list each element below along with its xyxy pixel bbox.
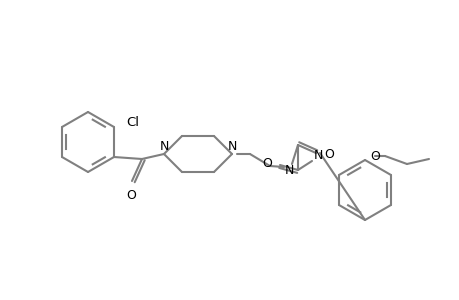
Text: N: N [284,164,293,176]
Text: O: O [126,189,135,202]
Text: O: O [323,148,333,160]
Text: O: O [369,149,379,163]
Text: N: N [313,148,322,161]
Text: N: N [159,140,168,153]
Text: Cl: Cl [126,116,139,128]
Text: N: N [227,140,236,153]
Text: O: O [262,157,271,169]
